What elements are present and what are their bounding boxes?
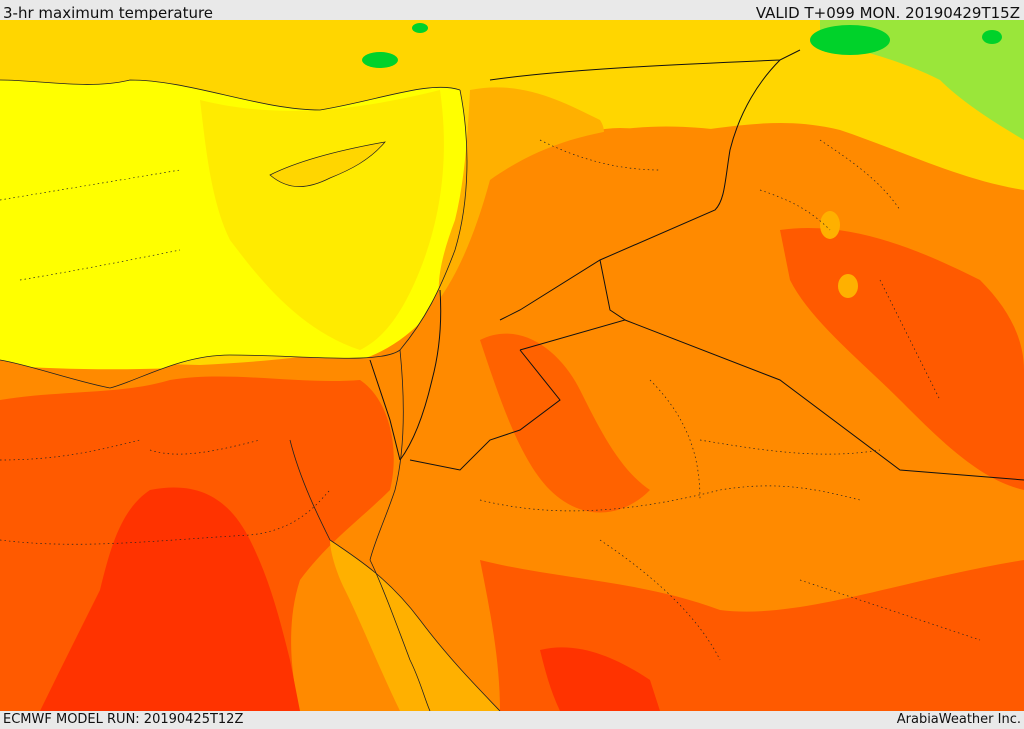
sea-coastal-tint (200, 90, 444, 350)
green-spot-turkey (362, 52, 398, 68)
valid-time: VALID T+099 MON. 20190429T15Z (755, 4, 1020, 22)
temperature-map (0, 20, 1024, 711)
egypt-red-core (40, 487, 300, 711)
international-borders (369, 49, 1024, 481)
admin-borders (0, 139, 981, 661)
coastlines (0, 79, 501, 711)
lake-razazah (838, 274, 858, 298)
model-run-label: ECMWF MODEL RUN: 20190425T12Z (3, 712, 244, 727)
green-spot-small (412, 23, 428, 33)
green-spot-east (982, 30, 1002, 44)
top-bar (0, 0, 1024, 20)
map-title: 3-hr maximum temperature (3, 4, 214, 22)
saudi-red-patch (540, 647, 660, 711)
lake-tharthar (820, 211, 840, 239)
red-sea (330, 540, 500, 711)
credit-label: ArabiaWeather Inc. (896, 712, 1021, 727)
jordan-dark-band (480, 333, 650, 513)
green-spot-caucasus (810, 25, 890, 55)
cyprus-island (269, 141, 386, 187)
bottom-bar (0, 711, 1024, 729)
